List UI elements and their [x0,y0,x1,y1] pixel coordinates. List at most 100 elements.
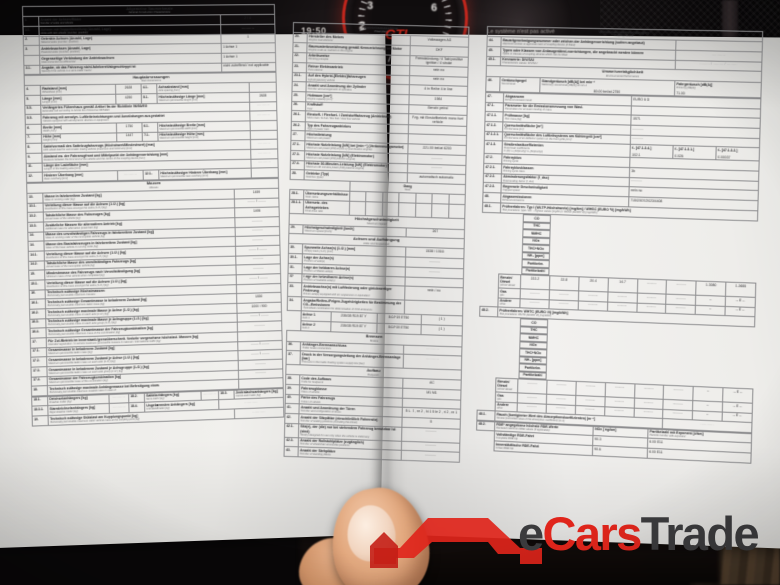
row-number: 25. [291,91,306,102]
row-number: 8. [25,143,42,154]
row-number: 30. [288,243,303,255]
row-number: 12.1. [143,170,159,181]
emis-value: -- E -- [722,387,753,404]
gear-cell [382,201,400,217]
tacho-number-6: 6 [431,2,438,14]
bodywork-rows: 38. Code des Aufbaus Code for bodywork AC 39… [284,374,462,463]
row-value: ........... [250,139,278,150]
gear-cell [366,191,383,202]
row-number: 14.1. [28,250,45,261]
max-speed-table: Höchstgeschwindigkeit Maximum Speed 29. … [287,213,466,316]
roadload-f0: f₀ [47.1.3.4.] 102.1 [629,144,674,159]
row-label: Übersetz. des Achsgetriebes Final drive r… [303,199,350,215]
emission-params-table: 47. Abgasnorm Exhaust emission level EURO 6… [482,92,761,211]
row-number: 18. [31,385,48,397]
row-number: 39. [285,384,300,395]
row-number: 47.1. [485,102,504,113]
gear-cell [382,192,400,203]
row-number: 22. [292,52,307,63]
row-number: 5.5. [25,114,42,125]
row-number: 16.2. [29,308,46,319]
row-number: 17. [30,337,47,348]
emissions-2-rows: CO THC NMHC NOx THC+NOx NH₃ [ppm] Partikelm. Pa… [477,316,754,423]
row-number: 41. [284,403,300,414]
emissions-1-rows: CO THC NMHC NOx THC+NOx NH₃ [ppm] Partikelm. Pa… [480,212,758,318]
emis-value: .......... [663,385,694,401]
row-number: 3. [23,45,40,56]
tacho-number-2: 2 [359,20,366,32]
gear-cell [349,191,367,202]
watermark-trade: Trade [640,507,760,560]
fuel-type-label: Benzin/ Diesel petrol/ diesel [498,274,521,289]
emis-value: .......... [636,279,667,295]
row-number: 37. [286,350,301,365]
emis-value: 14.7 [607,278,638,294]
row-number: 27.1. [290,140,305,151]
row-number: 27.3. [290,150,305,161]
row-value [249,82,277,93]
row-number: 9. [25,153,43,164]
watermark-text: eCarsTrade [518,507,760,560]
row-value: ........... [401,450,460,463]
dashboard-clock: 19:50 [301,26,327,36]
gear-cell [398,202,416,217]
axle-rows: 30. Spurweite Achse(n) (1./2.) [mm] Axle(s… [287,243,465,316]
row-number: 12. [26,172,43,183]
row-number: 1.1. [22,26,40,37]
row-number: 47. [485,92,504,103]
row-number: 16.3. [29,318,46,329]
row-number: 16.1. [29,299,46,310]
row-value: nicht zutreffend / not applicable [221,62,276,73]
dashboard-message: Le système n'est pas activé [487,29,555,35]
row-number: 29. [288,223,304,235]
row-number: 32. [287,272,303,284]
row-number: 23. [292,62,307,73]
row-number: 6. [25,124,42,135]
masses-table: Massen Masses 13. Masse in fahrbereitem Z… [26,177,284,397]
ecarstrade-watermark: eCarsTrade [370,496,780,585]
row-number: 3.1. [23,64,41,75]
row-number: 30.1. [288,253,303,264]
row-value: ........... [117,170,144,181]
row-number: 2. [23,35,40,46]
emis-value: .......... [666,280,697,296]
row-number: 13.3. [27,221,44,232]
row-number: 17.1. [30,347,47,358]
row-number: 7.1. [142,131,159,142]
row-number: 14. [27,231,44,242]
row-number: 42.3. [284,436,299,448]
row-number: 26.2. [291,121,306,132]
car-outline-icon [370,518,542,568]
masses-rows: 13. Masse in fahrbereitem Zustand [kg] Mas… [26,188,284,397]
emis-value: .......... [517,378,547,395]
row-number: 16.4. [30,328,47,339]
row-number: 48.1. [482,202,501,213]
row-number: 17.3. [30,366,48,377]
fuel-type-label: Benzin/ Diesel petrol/ diesel [495,378,518,393]
row-number: 31. [288,263,303,274]
row-number: 47.2.3. [483,182,502,194]
row-value [249,120,278,131]
row-number: 24. [291,81,307,92]
row-value: 1750 [116,122,143,133]
row-number: 5.5. [24,104,41,115]
row-value: 1 [220,33,276,44]
rde-nox-value: 90.6 [592,445,648,458]
row-number: 44. [486,36,502,47]
row-number: 45.1. [486,56,501,67]
row-number: 21. [292,42,308,53]
row-number: 33. [287,282,302,297]
row-value [250,129,278,140]
emis-value: 22.8 [549,275,579,291]
gear-ratios-table: Gang Gear 28.1. Übersetzungsverhältnisse… [289,179,466,219]
emission-parameter-rows: 47. Abgasnorm Exhaust emission level EURO 6… [482,92,761,211]
brakes-table: Bremsen Brakes 36. Anhänger-Bremsanschlu… [284,330,463,463]
row-number [23,55,40,66]
row-value: 2 / 4 [220,14,275,25]
gear-cell [448,194,466,205]
row-number: 19. [32,415,49,426]
row-number: 43. [284,446,299,457]
general-construction-table: Allgemeine Baumerkmale General Construct… [22,4,276,75]
row-number: 26. [291,101,306,112]
row-number: 18.4. [128,402,145,413]
